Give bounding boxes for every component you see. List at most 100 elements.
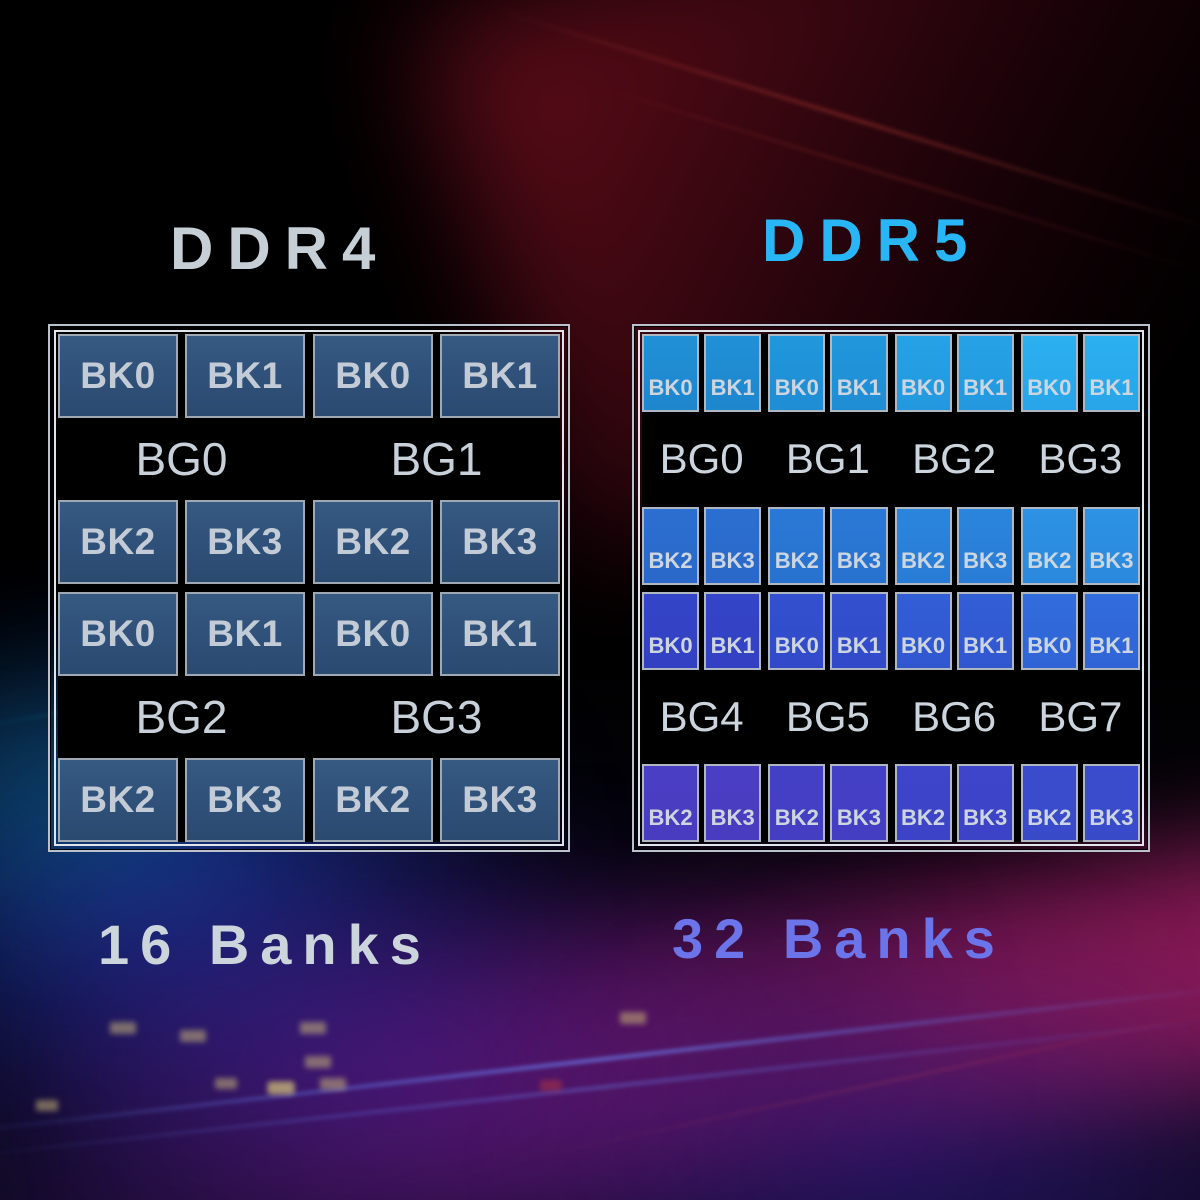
bank-row-bottom: BK2 BK3 [768, 764, 888, 842]
circuit-trace-line-red [496, 8, 1200, 234]
bank-cell[interactable]: BK0 [642, 334, 700, 412]
bank-cell[interactable]: BK3 [185, 758, 305, 842]
bank-group[interactable]: BK0 BK1 BG0 BK2 BK3 [642, 334, 762, 585]
bank-cell[interactable]: BK2 [1020, 764, 1078, 842]
bank-row-top: BK0 BK1 [642, 591, 762, 670]
bank-cell[interactable]: BK1 [830, 591, 888, 670]
bank-group[interactable]: BK0 BK1 BG2 BK2 BK3 [58, 592, 305, 842]
bank-row-top: BK0 BK1 [642, 334, 762, 412]
bank-cell[interactable]: BK1 [440, 592, 560, 676]
bank-row-top: BK0 BK1 [58, 592, 305, 676]
bank-cell[interactable]: BK2 [58, 500, 178, 584]
bank-cell[interactable]: BK3 [185, 500, 305, 584]
bank-group[interactable]: BK0 BK1 BG4 BK2 BK3 [642, 591, 762, 842]
bank-group-label: BG1 [313, 418, 560, 500]
bank-cell[interactable]: BK0 [894, 591, 952, 670]
bank-row-top: BK0 BK1 [768, 334, 888, 412]
ddr5-panel-body: BK0 BK1 BG0 BK2 BK3 BK0 BK1 BG1 [642, 334, 1140, 842]
circuit-trace-line-red [528, 999, 1200, 1159]
bank-cell[interactable]: BK0 [58, 334, 178, 418]
bank-cell[interactable]: BK2 [642, 764, 700, 842]
bank-group-label: BG0 [58, 418, 305, 500]
bank-cell[interactable]: BK2 [313, 758, 433, 842]
bank-cell[interactable]: BK0 [768, 334, 826, 412]
bank-group[interactable]: BK0 BK1 BG6 BK2 BK3 [894, 591, 1014, 842]
bank-cell[interactable]: BK3 [956, 764, 1014, 842]
bank-cell[interactable]: BK2 [58, 758, 178, 842]
circuit-trace-line [0, 1014, 1200, 1161]
ddr5-chip-panel: BK0 BK1 BG0 BK2 BK3 BK0 BK1 BG1 [632, 324, 1150, 852]
bank-cell[interactable]: BK1 [440, 334, 560, 418]
bank-cell[interactable]: BK1 [956, 591, 1014, 670]
bank-group[interactable]: BK0 BK1 BG0 BK2 BK3 [58, 334, 305, 584]
bank-cell[interactable]: BK2 [313, 500, 433, 584]
magenta-glow-band [39, 829, 1200, 1200]
bank-cell[interactable]: BK2 [894, 764, 952, 842]
circuit-pad [36, 1100, 58, 1111]
bank-cell[interactable]: BK0 [313, 334, 433, 418]
bank-cell[interactable]: BK3 [704, 506, 762, 585]
bank-cell[interactable]: BK2 [768, 764, 826, 842]
bank-cell[interactable]: BK0 [1020, 334, 1078, 412]
bank-group-label: BG6 [894, 669, 1014, 764]
bank-group[interactable]: BK0 BK1 BG3 BK2 BK3 [1020, 334, 1140, 585]
bank-cell[interactable]: BK1 [185, 334, 305, 418]
bank-cell[interactable]: BK0 [58, 592, 178, 676]
circuit-pad [268, 1082, 294, 1094]
bank-row-top: BK0 BK1 [768, 591, 888, 670]
bank-row-top: BK0 BK1 [1020, 591, 1140, 670]
page-title-ddr4: DDR4 [170, 215, 390, 282]
bank-group[interactable]: BK0 BK1 BG1 BK2 BK3 [768, 334, 888, 585]
circuit-pad [268, 1082, 294, 1094]
bank-group-label: BG3 [313, 676, 560, 758]
bank-group-label: BG0 [642, 412, 762, 507]
bank-cell[interactable]: BK0 [894, 334, 952, 412]
bank-group[interactable]: BK0 BK1 BG3 BK2 BK3 [313, 592, 560, 842]
circuit-pad [110, 1022, 136, 1034]
bank-cell[interactable]: BK3 [704, 764, 762, 842]
bank-cell[interactable]: BK1 [1082, 591, 1140, 670]
bank-row-bottom: BK2 BK3 [642, 506, 762, 585]
bank-cell[interactable]: BK2 [1020, 506, 1078, 585]
bank-cell[interactable]: BK3 [1082, 764, 1140, 842]
bank-cell[interactable]: BK2 [894, 506, 952, 585]
page-title-ddr5: DDR5 [762, 207, 982, 274]
bank-cell[interactable]: BK3 [440, 500, 560, 584]
bank-cell[interactable]: BK1 [956, 334, 1014, 412]
bank-row-bottom: BK2 BK3 [768, 506, 888, 585]
bank-cell[interactable]: BK3 [440, 758, 560, 842]
bank-cell[interactable]: BK3 [830, 764, 888, 842]
bank-row-top: BK0 BK1 [313, 592, 560, 676]
bank-group-label: BG7 [1020, 669, 1140, 764]
bank-cell[interactable]: BK1 [704, 591, 762, 670]
bank-row-top: BK0 BK1 [313, 334, 560, 418]
bank-cell[interactable]: BK0 [642, 591, 700, 670]
bank-group-label: BG2 [894, 412, 1014, 507]
bank-cell[interactable]: BK0 [313, 592, 433, 676]
bank-cell[interactable]: BK1 [704, 334, 762, 412]
circuit-pad [180, 1030, 206, 1042]
bank-cell[interactable]: BK0 [1020, 591, 1078, 670]
bank-group[interactable]: BK0 BK1 BG7 BK2 BK3 [1020, 591, 1140, 842]
bank-cell[interactable]: BK3 [956, 506, 1014, 585]
bank-row-bottom: BK2 BK3 [1020, 764, 1140, 842]
bank-group-label: BG4 [642, 669, 762, 764]
bank-group-label: BG5 [768, 669, 888, 764]
bank-cell[interactable]: BK1 [185, 592, 305, 676]
bank-row-bottom: BK2 BK3 [313, 758, 560, 842]
bank-group[interactable]: BK0 BK1 BG1 BK2 BK3 [313, 334, 560, 584]
bank-cell[interactable]: BK1 [830, 334, 888, 412]
bank-cell[interactable]: BK0 [768, 591, 826, 670]
bank-group[interactable]: BK0 BK1 BG5 BK2 BK3 [768, 591, 888, 842]
ddr5-bank-count-label: 32 Banks [672, 907, 1006, 970]
bank-cell[interactable]: BK2 [642, 506, 700, 585]
bank-cell[interactable]: BK3 [830, 506, 888, 585]
bank-cell[interactable]: BK2 [768, 506, 826, 585]
bank-cell[interactable]: BK3 [1082, 506, 1140, 585]
circuit-pad [215, 1078, 237, 1089]
bank-row-top: BK0 BK1 [894, 334, 1014, 412]
bank-cell[interactable]: BK1 [1082, 334, 1140, 412]
bank-group[interactable]: BK0 BK1 BG2 BK2 BK3 [894, 334, 1014, 585]
bank-row-top: BK0 BK1 [894, 591, 1014, 670]
circuit-pad [620, 1012, 646, 1024]
